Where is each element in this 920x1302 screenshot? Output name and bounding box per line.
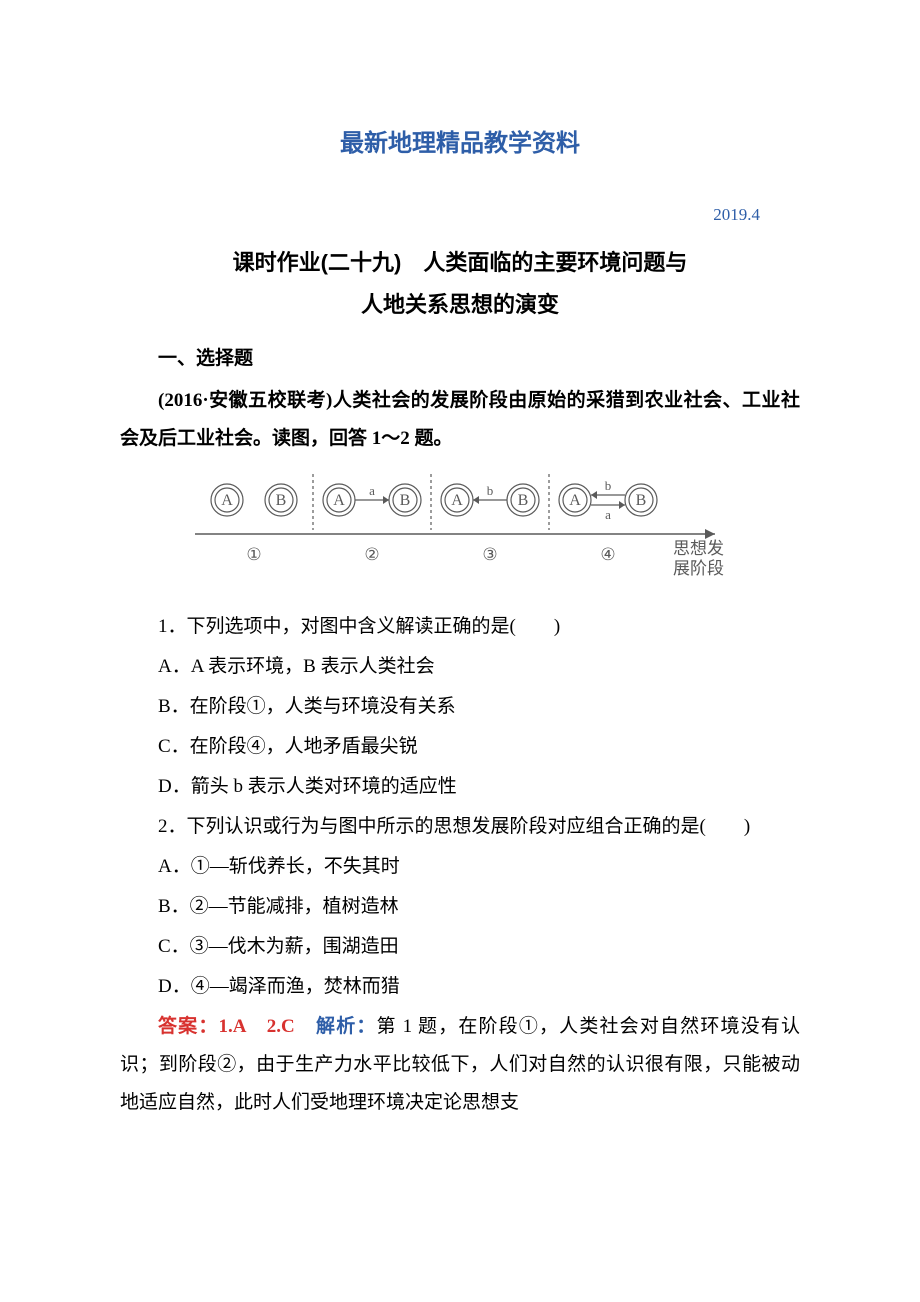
svg-text:③: ③ (482, 545, 497, 564)
svg-text:④: ④ (600, 545, 615, 564)
svg-text:B: B (400, 492, 411, 509)
question-group-stem: (2016·安徽五校联考)人类社会的发展阶段由原始的采猎到农业社会、工业社会及后… (120, 382, 800, 458)
answer-explanation: 答案：1.A 2.C 解析：第 1 题，在阶段①，人类社会对自然环境没有认识；到… (120, 1008, 800, 1122)
svg-text:展阶段: 展阶段 (673, 559, 724, 578)
svg-text:A: A (451, 492, 463, 509)
q1-option-d: D．箭头 b 表示人类对环境的适应性 (120, 768, 800, 806)
svg-text:②: ② (364, 545, 379, 564)
q1-option-c: C．在阶段④，人地矛盾最尖锐 (120, 728, 800, 766)
section-1-heading: 一、选择题 (120, 340, 800, 378)
q2-option-a: A．①—斩伐养长，不失其时 (120, 848, 800, 886)
svg-text:A: A (221, 492, 233, 509)
date-label: 2019.4 (120, 198, 800, 232)
q2-option-c: C．③—伐木为薪，围湖造田 (120, 928, 800, 966)
q1-text: 1．下列选项中，对图中含义解读正确的是( ) (120, 608, 800, 646)
svg-text:A: A (333, 492, 345, 509)
stages-diagram: ABABaABbABba①②③④思想发展阶段 (120, 468, 800, 600)
svg-text:A: A (569, 492, 581, 509)
svg-text:b: b (487, 483, 494, 498)
banner-title: 最新地理精品教学资料 (120, 120, 800, 168)
svg-text:B: B (276, 492, 287, 509)
jiexi-label: 解析： (316, 1016, 377, 1037)
svg-text:①: ① (246, 545, 261, 564)
q1-option-b: B．在阶段①，人类与环境没有关系 (120, 688, 800, 726)
answer-label: 答案： (158, 1016, 219, 1037)
answer-values: 1.A 2.C (219, 1016, 317, 1037)
svg-text:B: B (518, 492, 529, 509)
svg-text:思想发: 思想发 (673, 539, 724, 558)
q2-option-b: B．②—节能减排，植树造林 (120, 888, 800, 926)
title-line-1: 课时作业(二十九) 人类面临的主要环境问题与 (233, 250, 688, 275)
q2-text: 2．下列认识或行为与图中所示的思想发展阶段对应组合正确的是( ) (120, 808, 800, 846)
title-line-2: 人地关系思想的演变 (361, 292, 559, 317)
svg-text:a: a (605, 507, 611, 522)
q1-option-a: A．A 表示环境，B 表示人类社会 (120, 648, 800, 686)
svg-text:B: B (636, 492, 647, 509)
svg-text:a: a (369, 483, 375, 498)
worksheet-title: 课时作业(二十九) 人类面临的主要环境问题与 人地关系思想的演变 (120, 242, 800, 326)
stages-svg: ABABaABbABba①②③④思想发展阶段 (195, 468, 725, 588)
svg-text:b: b (605, 478, 612, 493)
q2-option-d: D．④—竭泽而渔，焚林而猎 (120, 968, 800, 1006)
